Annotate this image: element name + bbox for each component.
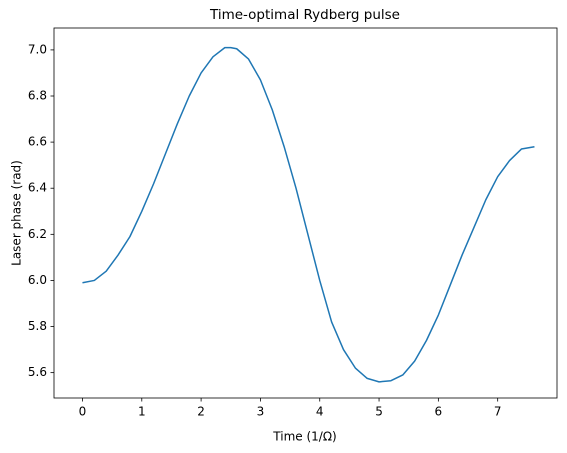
x-axis-label: Time (1/Ω) — [272, 430, 336, 444]
x-tick-label: 3 — [257, 405, 265, 419]
data-line — [82, 46, 535, 383]
x-tick-label: 4 — [316, 405, 324, 419]
x-tick-label: 6 — [435, 405, 443, 419]
x-tick-label: 5 — [375, 405, 383, 419]
chart-title: Time-optimal Rydberg pulse — [209, 7, 400, 23]
y-tick-label: 6.6 — [28, 135, 47, 149]
x-tick-label: 2 — [197, 405, 205, 419]
x-tick-label: 0 — [79, 405, 87, 419]
y-tick-label: 6.2 — [28, 227, 47, 241]
y-tick-label: 6.8 — [28, 89, 47, 103]
x-tick-label: 7 — [494, 405, 502, 419]
x-tick-label: 1 — [138, 405, 146, 419]
plot-frame — [53, 27, 558, 399]
y-tick-label: 7.0 — [28, 42, 47, 56]
y-tick-label: 5.6 — [28, 365, 47, 379]
y-axis-label: Laser phase (rad) — [10, 160, 24, 266]
y-tick-label: 6.0 — [28, 273, 47, 287]
y-tick-label: 6.4 — [28, 181, 47, 195]
y-tick-label: 5.8 — [28, 319, 47, 333]
